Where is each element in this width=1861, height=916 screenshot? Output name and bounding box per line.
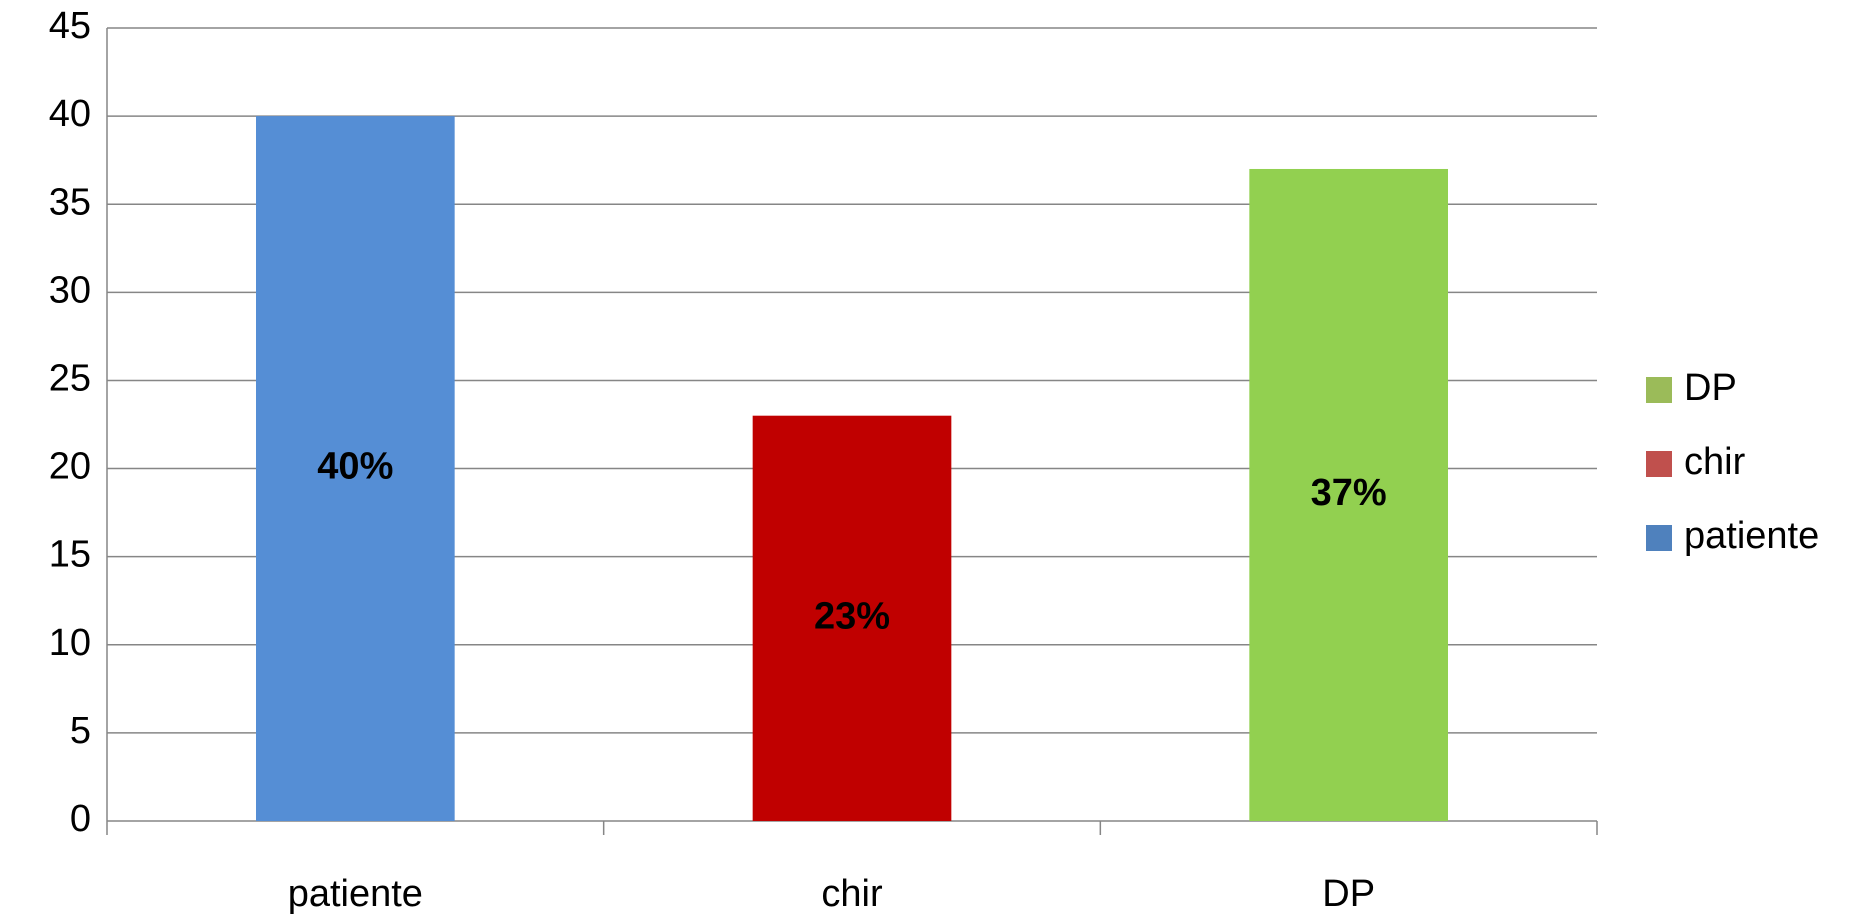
legend-swatch xyxy=(1646,525,1672,551)
y-tick-label: 35 xyxy=(49,181,91,223)
legend-swatch xyxy=(1646,451,1672,477)
y-tick-label: 40 xyxy=(49,93,91,135)
y-tick-label: 15 xyxy=(49,534,91,576)
data-label: 37% xyxy=(1311,472,1387,514)
data-label: 40% xyxy=(317,446,393,488)
y-tick-label: 10 xyxy=(49,622,91,664)
y-tick-label: 45 xyxy=(49,5,91,47)
legend-swatch xyxy=(1646,377,1672,403)
x-tick-label: DP xyxy=(1322,873,1375,915)
legend-label: patiente xyxy=(1684,515,1819,557)
legend-label: chir xyxy=(1684,441,1746,483)
bar xyxy=(256,116,455,822)
y-tick-label: 25 xyxy=(49,357,91,399)
y-tick-label: 0 xyxy=(70,798,91,840)
x-tick-label: chir xyxy=(821,873,883,915)
y-tick-label: 5 xyxy=(70,710,91,752)
y-tick-label: 20 xyxy=(49,446,91,488)
data-label: 23% xyxy=(814,595,890,637)
legend-label: DP xyxy=(1684,367,1737,409)
y-tick-label: 30 xyxy=(49,269,91,311)
bar xyxy=(1249,168,1448,821)
x-tick-label: patiente xyxy=(288,873,423,915)
bar xyxy=(752,415,952,821)
